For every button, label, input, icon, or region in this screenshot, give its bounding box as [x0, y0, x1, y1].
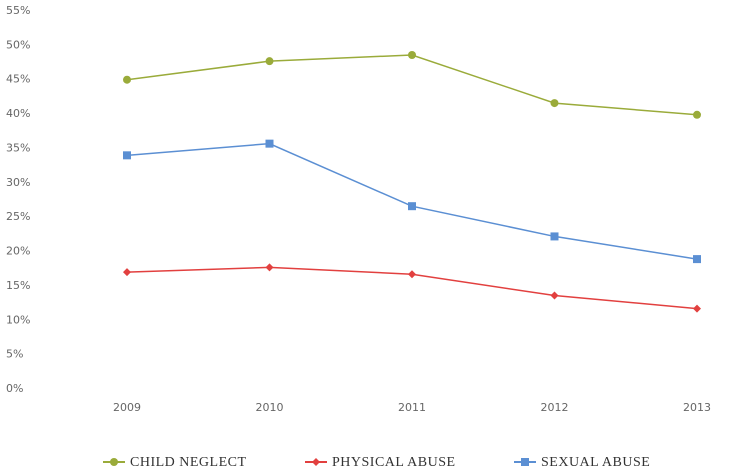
series-line	[126, 142, 698, 260]
y-tick-label: 35%	[6, 141, 30, 154]
point	[693, 255, 701, 264]
legend-label: SEXUAL ABUSE	[541, 455, 650, 470]
x-tick-label: 2009	[113, 401, 141, 414]
x-tick-label: 2013	[683, 401, 711, 414]
point	[550, 99, 559, 108]
legend-marker	[521, 458, 529, 466]
x-tick-label: 2010	[256, 401, 284, 414]
y-tick-label: 45%	[6, 73, 30, 86]
legend-marker	[110, 458, 118, 466]
x-tick-label: 2011	[398, 401, 426, 414]
point	[265, 139, 274, 148]
y-tick-label: 55%	[6, 4, 30, 17]
point	[265, 57, 274, 66]
point	[123, 151, 131, 160]
point	[408, 50, 416, 59]
x-tick-label: 2012	[541, 401, 569, 414]
legend-label: CHILD NEGLECT	[130, 455, 247, 470]
point	[693, 304, 701, 313]
y-tick-label: 20%	[6, 245, 30, 258]
point	[123, 75, 131, 84]
y-tick-label: 5%	[6, 348, 23, 361]
point	[693, 110, 701, 119]
y-tick-label: 0%	[6, 382, 23, 395]
point	[265, 263, 274, 272]
y-tick-label: 40%	[6, 107, 30, 120]
series-line	[126, 54, 698, 116]
legend-marker	[312, 458, 320, 466]
y-tick-label: 25%	[6, 210, 30, 223]
point	[550, 232, 559, 241]
y-tick-label: 15%	[6, 279, 30, 292]
y-tick-label: 10%	[6, 313, 30, 326]
point	[123, 268, 131, 277]
point	[408, 270, 416, 279]
y-tick-label: 30%	[6, 176, 30, 189]
legend-label: PHYSICAL ABUSE	[332, 455, 456, 470]
point	[408, 202, 416, 211]
point	[550, 291, 559, 300]
y-tick-label: 50%	[6, 38, 30, 51]
